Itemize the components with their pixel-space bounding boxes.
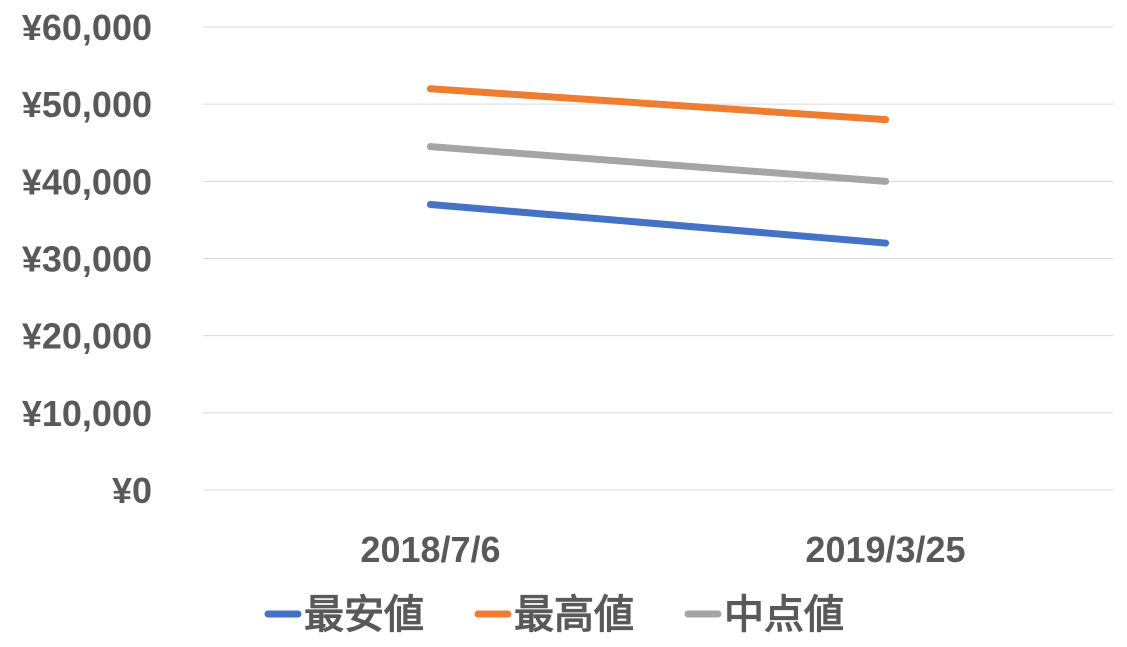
legend-label: 中点値 (724, 592, 844, 638)
y-tick-label: ¥20,000 (22, 316, 152, 357)
legend-item: 中点値 (684, 592, 844, 638)
y-tick-label: ¥10,000 (22, 393, 152, 434)
x-tick-label: 2019/3/25 (805, 529, 965, 570)
legend-item: 最高値 (474, 592, 634, 638)
y-axis: ¥0 ¥10,000 ¥20,000 ¥30,000 ¥40,000 ¥50,0… (22, 7, 152, 511)
series-line (427, 143, 889, 185)
y-tick-label: ¥30,000 (22, 239, 152, 280)
y-tick-label: ¥40,000 (22, 161, 152, 202)
data-point (427, 85, 434, 93)
y-tick-label: ¥50,000 (22, 84, 152, 125)
legend-label: 最高値 (514, 592, 634, 638)
data-point (427, 143, 434, 151)
gridlines (203, 26, 1113, 491)
legend: 最安値 最高値 中点値 (264, 592, 844, 638)
data-point (882, 177, 889, 185)
data-point (427, 200, 434, 208)
series-line (427, 85, 889, 124)
series-line (427, 200, 889, 247)
legend-label: 最安値 (304, 592, 424, 638)
series-lines (427, 85, 889, 247)
y-tick-label: ¥0 (112, 470, 152, 511)
legend-item: 最安値 (264, 592, 424, 638)
data-point (882, 239, 889, 247)
y-tick-label: ¥60,000 (22, 7, 152, 48)
x-tick-label: 2018/7/6 (360, 529, 500, 570)
data-point (882, 116, 889, 124)
x-axis: 2018/7/6 2019/3/25 (360, 529, 965, 570)
